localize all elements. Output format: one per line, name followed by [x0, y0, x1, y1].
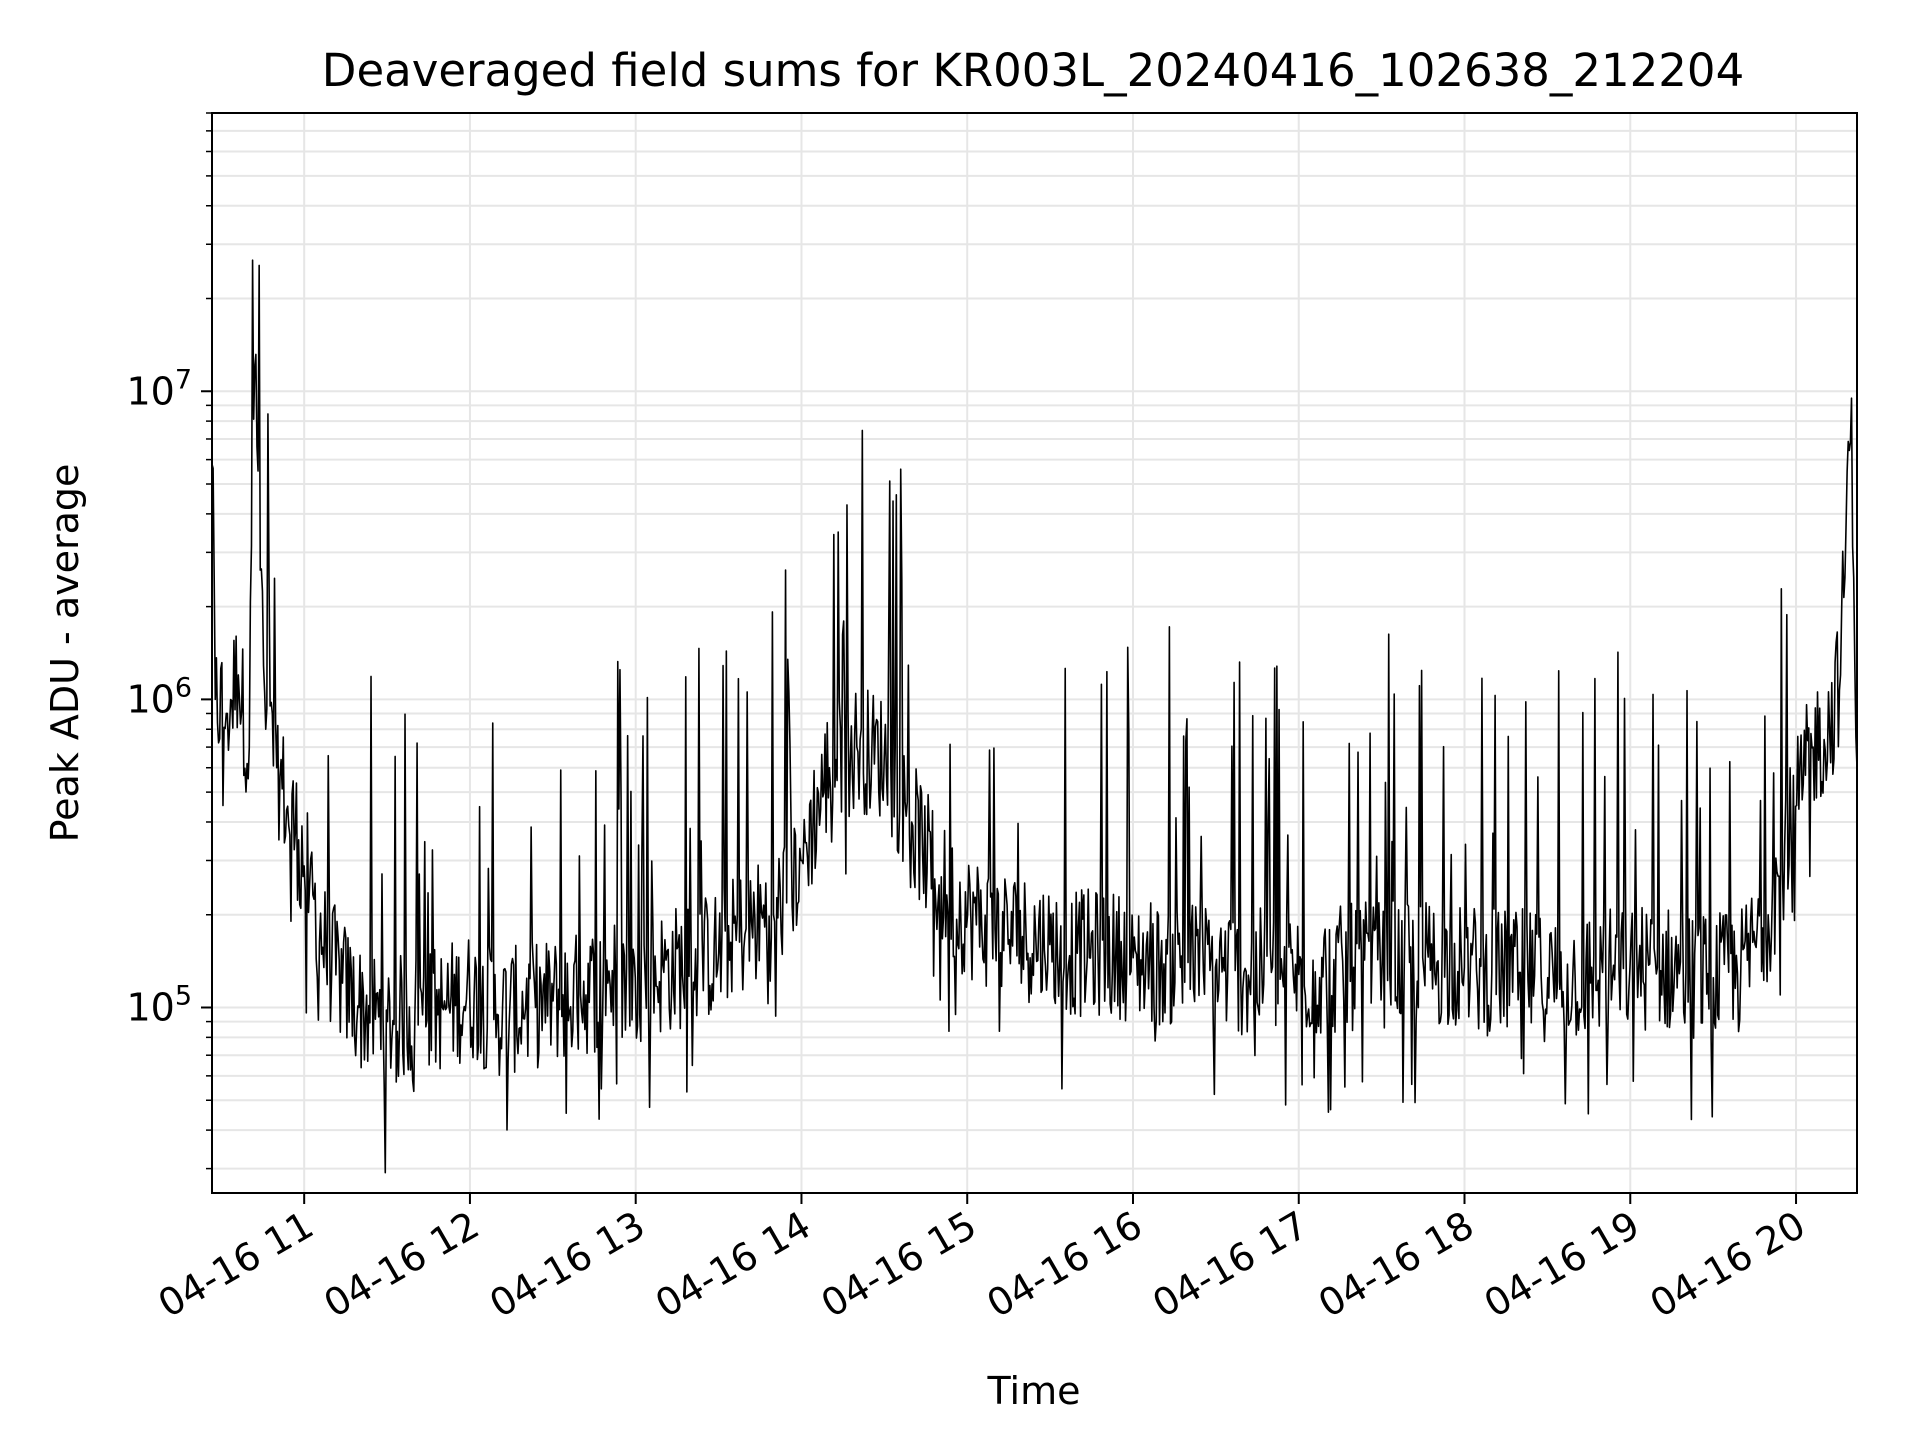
- y-tick-label: 106: [126, 672, 192, 721]
- series-group: [211, 259, 1858, 1174]
- x-axis-label: Time: [987, 1369, 1081, 1413]
- series-line: [211, 259, 1858, 1174]
- chart-title: Deaveraged field sums for KR003L_2024041…: [322, 44, 1744, 97]
- y-tick-label: 107: [126, 364, 192, 413]
- y-axis-label: Peak ADU - average: [43, 464, 87, 843]
- plot-frame: [211, 112, 1858, 1194]
- y-ticks: 105 106 107: [126, 112, 212, 1170]
- y-tick-label: 105: [126, 980, 192, 1029]
